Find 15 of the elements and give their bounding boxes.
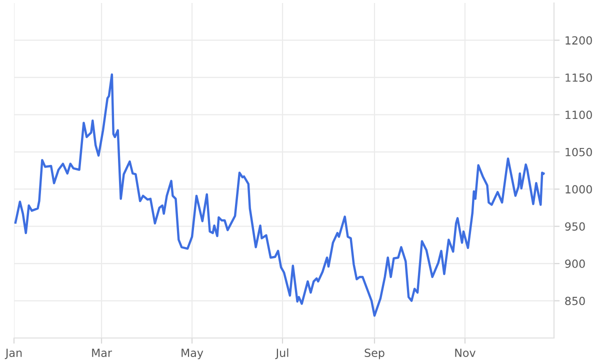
y-tick-label: 1200 [566,36,592,45]
x-tick-label: Jan [4,348,22,360]
y-tick-label: 1150 [566,73,592,82]
x-tick-label: Jul [275,348,288,360]
y-tick-label: 900 [565,260,585,268]
x-tick-label: Nov [455,348,476,358]
y-tick-label: 1000 [566,185,592,194]
y-tick-label: 1100 [566,110,592,120]
x-tick-label: May [182,348,204,360]
y-tick-label: 1050 [566,148,592,156]
x-tick-label: Sep [364,348,384,360]
x-tick-label: Mar [92,348,112,358]
line-series [14,73,545,317]
y-tick-label: 950 [565,222,585,231]
y-tick-label: 850 [565,296,585,306]
